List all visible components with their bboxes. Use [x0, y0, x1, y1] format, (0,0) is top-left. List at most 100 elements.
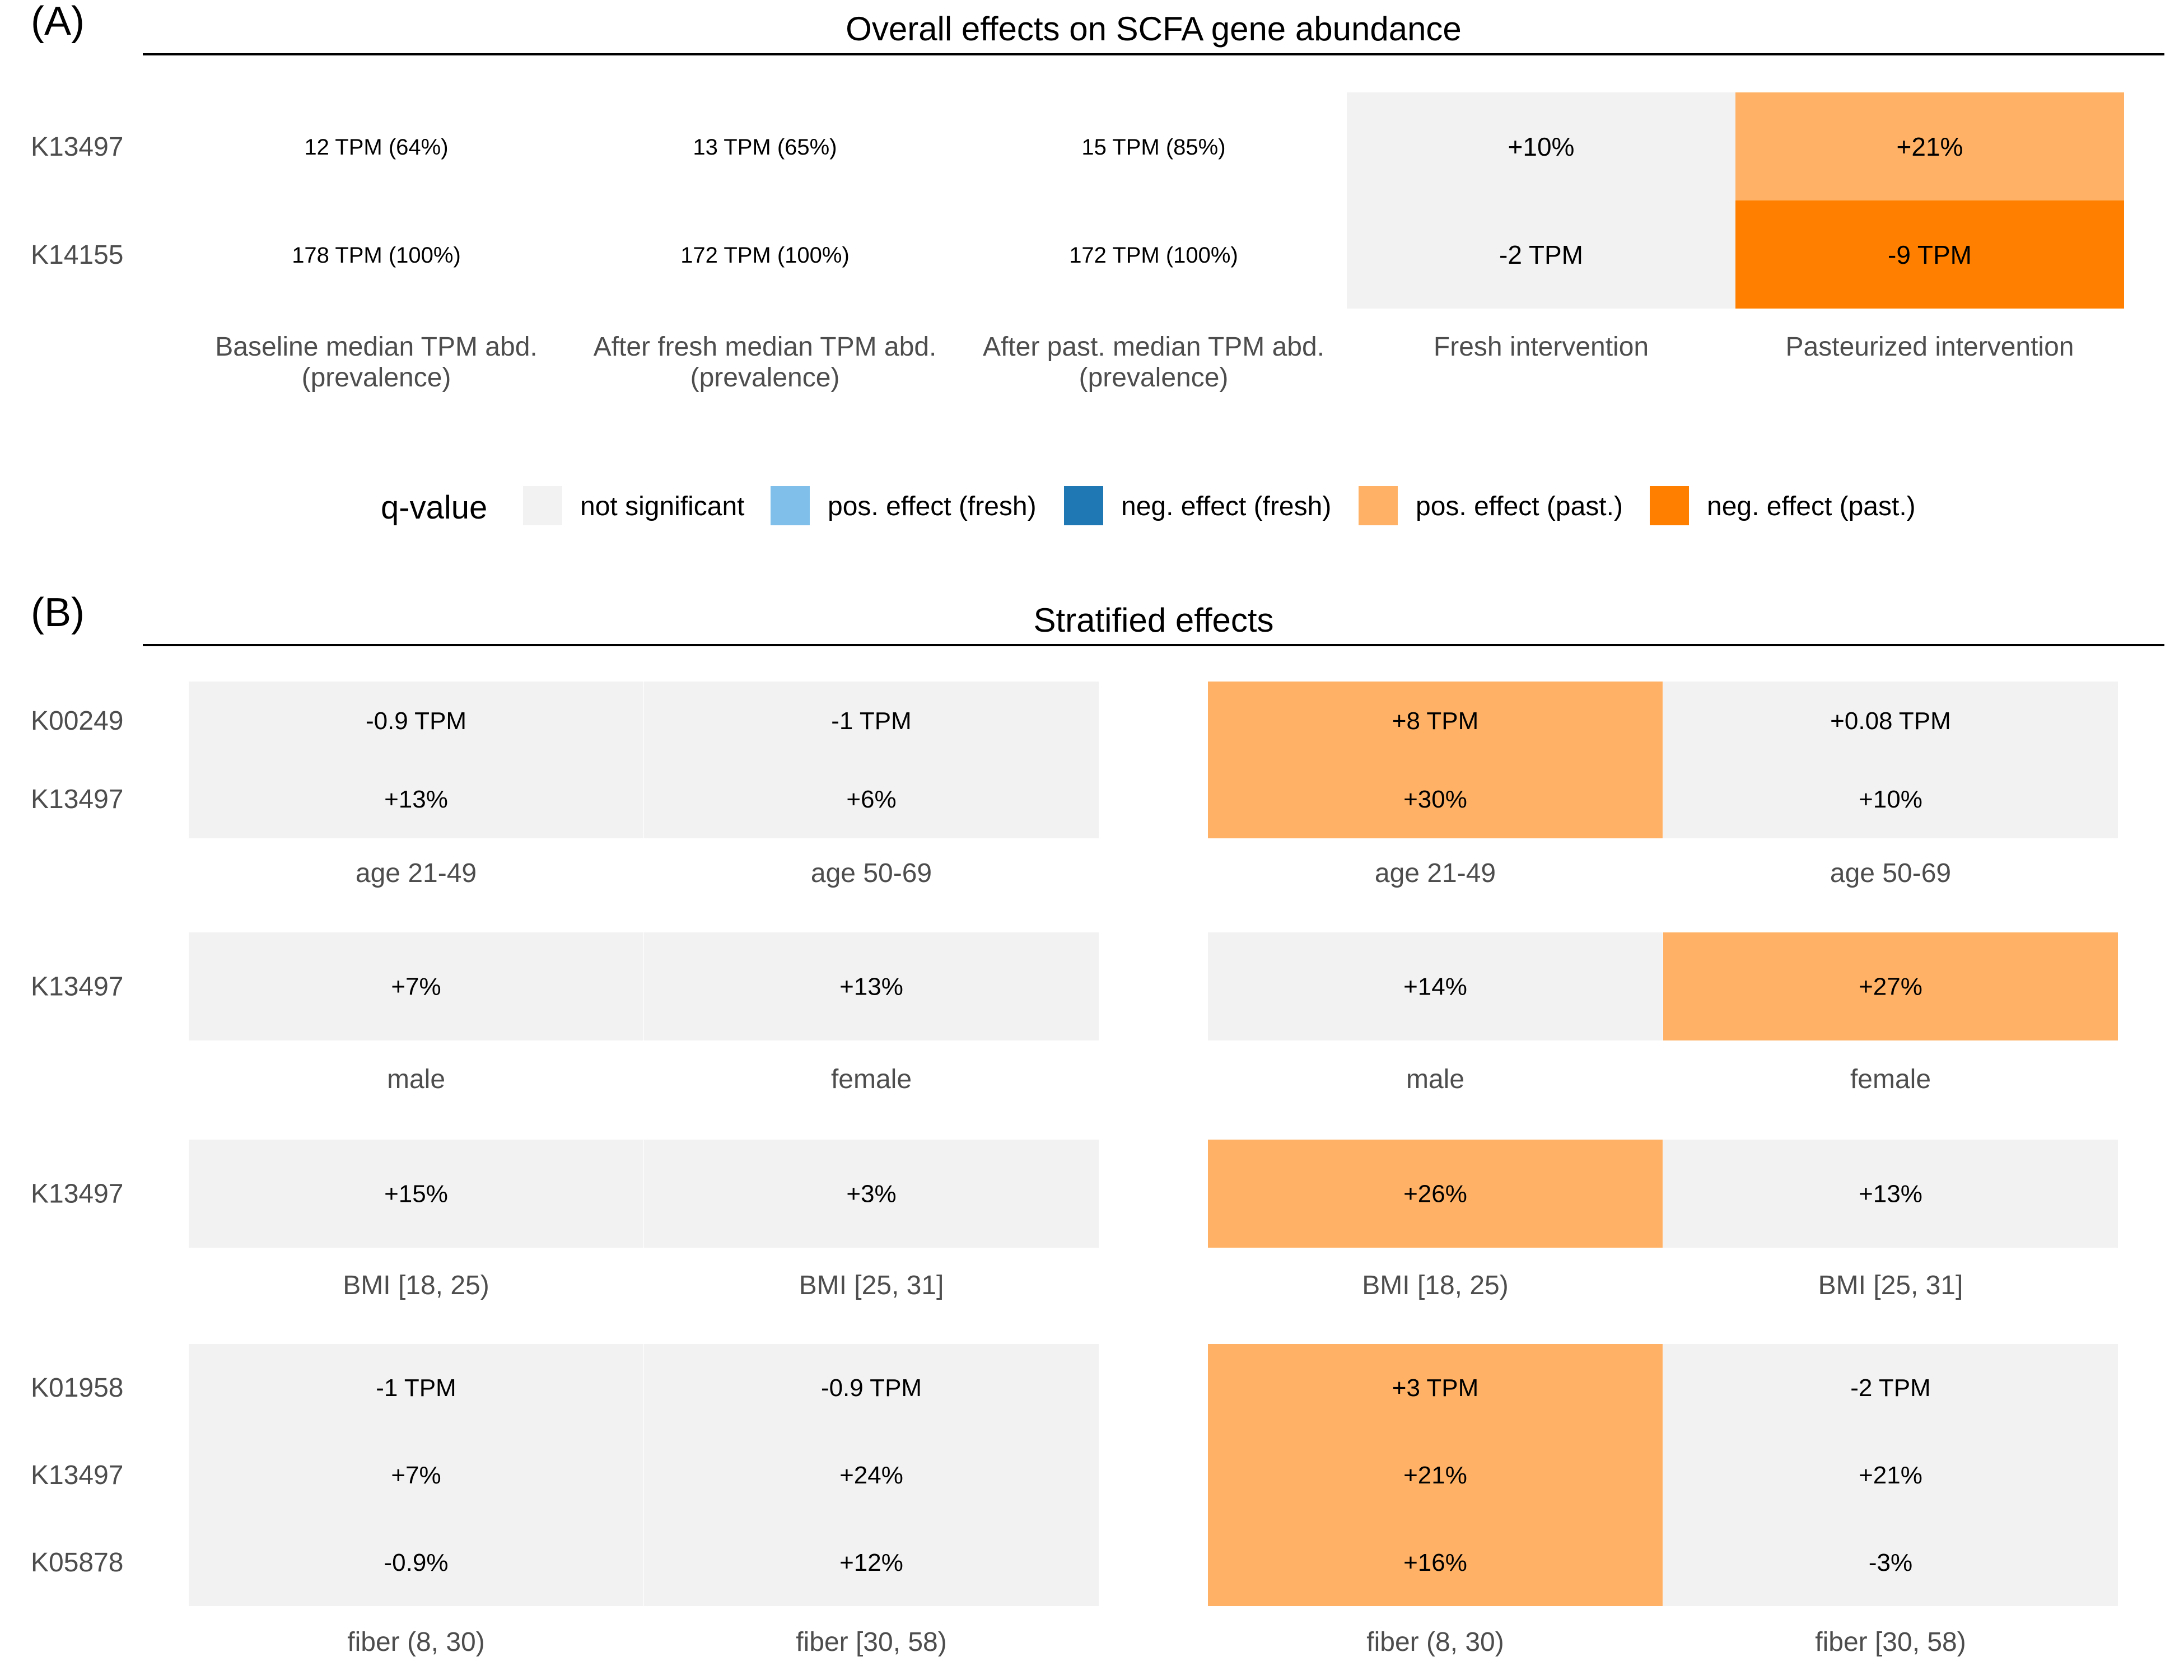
panel-a-row-label: K13497: [31, 132, 124, 162]
panel-b-cell-fresh: [644, 1431, 1099, 1519]
panel-a-title: Overall effects on SCFA gene abundance: [846, 10, 1462, 48]
panel-a-cell: [1347, 200, 1735, 309]
panel-b-cell-fresh: [644, 1519, 1099, 1606]
panel-a-tag: (A): [31, 0, 85, 44]
panel-b-column-label-pasteurized: male: [1406, 1065, 1464, 1094]
legend-swatch: [1064, 486, 1103, 525]
panel-b-cell-label-pasteurized: +16%: [1403, 1549, 1467, 1576]
panel-b-cell-label-pasteurized: -3%: [1869, 1549, 1912, 1576]
panel-b-cell-pasteurized: [1663, 1344, 2118, 1431]
panel-b-cell-pasteurized: [1208, 932, 1663, 1040]
panel-b-column-label-pasteurized: BMI [18, 25): [1362, 1271, 1508, 1300]
panel-a-cell-label: 172 TPM (100%): [1069, 243, 1238, 268]
panel-b-column-label-pasteurized: fiber [30, 58): [1815, 1627, 1966, 1657]
legend-swatch: [523, 486, 562, 525]
legend-swatch: [771, 486, 810, 525]
panel-b-cell-label-fresh: +13%: [839, 973, 903, 1001]
panel-b-row-label: K00249: [31, 706, 124, 736]
panel-b-cell-label-fresh: +3%: [846, 1180, 896, 1208]
panel-a-cell: [1735, 200, 2124, 309]
panel-a-table: K13497 K14155 12 TPM (64%) 13 TPM (65%) 15 T…: [31, 92, 2124, 393]
panel-b-column-label-pasteurized: BMI [25, 31]: [1818, 1271, 1963, 1300]
legend: q-value not significant pos. effect (fres…: [381, 486, 1916, 526]
panel-a-column-label: Baseline median TPM abd.: [215, 332, 537, 362]
panel-b-cell-label-pasteurized: +21%: [1859, 1462, 1922, 1489]
panel-b-row-label: K01958: [31, 1373, 124, 1403]
panel-b-title: Stratified effects: [1033, 601, 1273, 639]
panel-b-column-label-pasteurized: fiber (8, 30): [1366, 1627, 1504, 1657]
panel-a-row-label: K14155: [31, 240, 124, 270]
panel-b-cell-label-pasteurized: +27%: [1859, 973, 1922, 1001]
panel-b-column-label-fresh: BMI [18, 25): [343, 1271, 489, 1300]
panel-a-column-label-line2: (prevalence): [1079, 363, 1229, 393]
panel-b-cell-label-pasteurized: +26%: [1403, 1180, 1467, 1208]
panel-b-row-label: K13497: [31, 1460, 124, 1490]
panel-a-column-label: Fresh intervention: [1434, 332, 1649, 362]
panel-a-cell-label: 12 TPM (64%): [304, 135, 448, 160]
panel-b-cell-label-pasteurized: +30%: [1403, 786, 1467, 813]
panel-b-cell-label-fresh: +24%: [839, 1462, 903, 1489]
panel-b-cell-fresh: [189, 682, 643, 760]
legend-title: q-value: [381, 489, 487, 526]
panel-b-cell-fresh: [644, 932, 1099, 1040]
panel-b-column-label-pasteurized: female: [1850, 1065, 1931, 1094]
panel-b-cell-label-fresh: -1 TPM: [376, 1374, 456, 1402]
panel-b-cell-fresh: [189, 760, 643, 838]
panel-b-row-label: K05878: [31, 1548, 124, 1578]
panel-b-cell-label-pasteurized: +13%: [1859, 1180, 1922, 1208]
panel-b-cell-fresh: [189, 1431, 643, 1519]
panel-a-column-label-line2: (prevalence): [690, 363, 840, 393]
panel-b-cell-label-fresh: +7%: [391, 1462, 441, 1489]
panel-b-cell-pasteurized: [1208, 760, 1663, 838]
legend-label: neg. effect (fresh): [1121, 492, 1331, 521]
panel-a-cell: [1347, 92, 1735, 200]
legend-label: neg. effect (past.): [1707, 492, 1916, 521]
panel-a-cell-label: +10%: [1508, 132, 1575, 161]
panel-b-cell-label-pasteurized: +3 TPM: [1392, 1374, 1478, 1402]
panel-a-column-label-line2: (prevalence): [302, 363, 451, 393]
panel-b-cell-fresh: [644, 682, 1099, 760]
panel-b-cell-pasteurized: [1208, 1140, 1663, 1248]
panel-b-column-label-fresh: fiber (8, 30): [347, 1627, 484, 1657]
panel-b-cell-label-fresh: -1 TPM: [831, 707, 911, 735]
panel-b-cell-label-pasteurized: +0.08 TPM: [1830, 707, 1951, 735]
panel-b-cell-label-fresh: +13%: [384, 786, 448, 813]
panel-a-cell-label: -2 TPM: [1499, 240, 1583, 269]
panel-a-cell-label: 172 TPM (100%): [680, 243, 850, 268]
panel-b-cell-label-fresh: +7%: [391, 973, 441, 1001]
panel-b-cell-label-fresh: +6%: [846, 786, 896, 813]
panel-b-column-label-pasteurized: age 21-49: [1375, 858, 1496, 888]
panel-b-cell-fresh: [644, 1344, 1099, 1431]
panel-b-column-label-fresh: age 50-69: [811, 858, 932, 888]
panel-b-cell-label-fresh: -0.9 TPM: [366, 707, 466, 735]
panel-b-cell-pasteurized: [1208, 682, 1663, 760]
panel-b-cell-fresh: [189, 1344, 643, 1431]
panel-b-cell-label-pasteurized: +8 TPM: [1392, 707, 1478, 735]
panel-b-cell-fresh: [189, 932, 643, 1040]
panel-b-cell-label-fresh: +12%: [839, 1549, 903, 1576]
panel-a-cell: [1735, 92, 2124, 200]
panel-b-row-label: K13497: [31, 1179, 124, 1209]
panel-b-heatmaps: K00249 -0.9 TPM -1 TPM +8 TPM +0.08 TPM K1349…: [31, 682, 2118, 1657]
panel-b-cell-pasteurized: [1663, 1519, 2118, 1606]
panel-b-cell-pasteurized: [1208, 1344, 1663, 1431]
panel-b-cell-pasteurized: [1663, 1431, 2118, 1519]
panel-b-cell-pasteurized: [1208, 1519, 1663, 1606]
panel-b-cell-label-fresh: -0.9%: [384, 1549, 449, 1576]
panel-b-cell-label-pasteurized: +14%: [1403, 973, 1467, 1001]
panel-b-cell-pasteurized: [1663, 932, 2118, 1040]
panel-b-column-label-pasteurized: age 50-69: [1830, 858, 1951, 888]
panel-b-column-label-fresh: male: [387, 1065, 445, 1094]
panel-b-cell-label-pasteurized: -2 TPM: [1850, 1374, 1930, 1402]
panel-a-column-label: After fresh median TPM abd.: [594, 332, 937, 362]
panel-b-column-label-fresh: fiber [30, 58): [796, 1627, 946, 1657]
panel-b-cell-fresh: [189, 1519, 643, 1606]
panel-a-cell-label: -9 TPM: [1888, 240, 1972, 269]
panel-b-cell-fresh: [644, 1140, 1099, 1248]
panel-a-cell-label: +21%: [1897, 132, 1963, 161]
panel-b-cell-fresh: [644, 760, 1099, 838]
panel-b-cell-label-pasteurized: +10%: [1859, 786, 1922, 813]
legend-label: pos. effect (past.): [1416, 492, 1623, 521]
panel-b-row-label: K13497: [31, 972, 124, 1002]
